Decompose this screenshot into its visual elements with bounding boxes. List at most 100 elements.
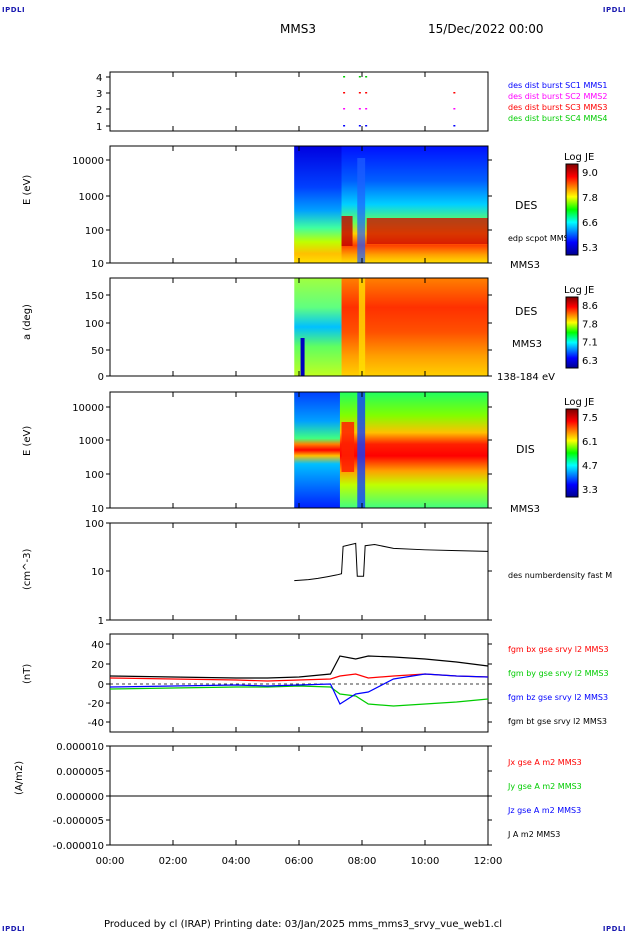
- burst-marker: [358, 76, 361, 78]
- burst-marker: [343, 125, 346, 127]
- density-ytick-label: 10: [91, 567, 104, 578]
- bfield-legend-entry: fgm by gse srvy l2 MMS3: [508, 669, 609, 678]
- des-pitch-colorbar-tick: 7.1: [582, 338, 598, 349]
- burst-legend-entry: des dist burst SC4 MMS4: [508, 114, 607, 123]
- burst-marker: [343, 76, 346, 78]
- dis-energy-ytick-label: 10: [91, 504, 104, 515]
- bfield-series-line: [109, 685, 489, 707]
- des-energy-hot-band: [341, 216, 353, 246]
- dis-energy-ytick-label: 100: [85, 470, 104, 481]
- current-legend-entry: J A m2 MMS3: [507, 830, 560, 839]
- des-energy-hot-band: [366, 218, 488, 244]
- dis-energy-dropout: [357, 392, 366, 508]
- dis-energy-label: DIS: [516, 443, 535, 456]
- des-pitch-colorbar-tick: 7.8: [582, 319, 598, 330]
- des-pitch-colorbar: [565, 296, 579, 369]
- density-series-line: [294, 542, 489, 582]
- burst-panel-frame: [109, 71, 489, 132]
- des-energy-dropout: [357, 158, 366, 263]
- density-ytick-label: 1: [98, 616, 104, 627]
- bfield-ytick-label: 20: [91, 660, 104, 671]
- current-ytick-label: -0.000010: [53, 841, 104, 852]
- dis-energy-colorbar-title: Log JE: [564, 397, 594, 408]
- des-pitch-ytick-label: 100: [85, 319, 104, 330]
- burst-marker: [453, 92, 456, 94]
- density-ytick-label: 100: [85, 519, 104, 530]
- current-legend-entry: Jx gse A m2 MMS3: [507, 758, 582, 767]
- burst-legend-entry: des dist burst SC1 MMS1: [508, 81, 607, 90]
- density-ylabel: (cm^-3): [22, 549, 33, 590]
- bfield-panel-frame: [109, 633, 489, 733]
- current-ytick-label: -0.000005: [53, 816, 104, 827]
- des-energy-ytick-label: 100: [85, 226, 104, 237]
- date-title: 15/Dec/2022 00:00: [428, 22, 544, 36]
- des-energy-ytick-label: 10000: [72, 156, 104, 167]
- density-legend-entry: des numberdensity fast M: [508, 571, 612, 580]
- burst-marker: [365, 76, 368, 78]
- corner-label-br: IPDLI: [602, 925, 626, 933]
- bfield-ytick-label: -40: [88, 718, 104, 729]
- burst-marker: [453, 108, 456, 110]
- bfield-ytick-label: -20: [88, 699, 104, 710]
- current-ytick-label: 0.000010: [56, 742, 104, 753]
- des-energy-colorbar-tick: 9.0: [582, 168, 598, 179]
- corner-label-tl: IPDLI: [2, 6, 26, 14]
- des-energy-label: DES: [515, 199, 537, 212]
- des-pitch-spectrogram-late: [341, 278, 488, 376]
- time-axis-tick-label: 06:00: [285, 856, 314, 867]
- des-pitch-bottom-label: 138-184 eV: [497, 372, 555, 383]
- burst-marker: [343, 92, 346, 94]
- des-pitch-sublabel: MMS3: [512, 339, 542, 350]
- dis-energy-ytick-label: 1000: [79, 436, 104, 447]
- time-axis-tick-label: 02:00: [159, 856, 188, 867]
- burst-marker: [358, 125, 361, 127]
- dis-energy-colorbar-tick: 3.3: [582, 485, 598, 496]
- dis-energy-ylabel: E (eV): [22, 426, 33, 456]
- burst-marker: [365, 125, 368, 127]
- des-energy-ytick-label: 1000: [79, 192, 104, 203]
- corner-label-tr: IPDLI: [602, 6, 626, 14]
- des-energy-sublabel: edp scpot MMS3: [508, 234, 574, 243]
- bfield-legend-entry: fgm bx gse srvy l2 MMS3: [508, 645, 609, 654]
- burst-marker: [358, 108, 361, 110]
- des-energy-colorbar-tick: 5.3: [582, 243, 598, 254]
- des-pitch-label: DES: [515, 305, 537, 318]
- des-energy-colorbar-title: Log JE: [564, 152, 594, 163]
- time-axis-tick-label: 08:00: [348, 856, 377, 867]
- des-pitch-stripe: [358, 278, 366, 376]
- density-panel-frame: [109, 522, 489, 621]
- dis-energy-colorbar-tick: 7.5: [582, 413, 598, 424]
- current-ylabel: (A/m2): [14, 761, 25, 795]
- dis-energy-spectrogram-early: [294, 392, 340, 508]
- des-energy-colorbar-tick: 7.8: [582, 193, 598, 204]
- bfield-ylabel: (nT): [22, 664, 33, 684]
- burst-marker: [365, 108, 368, 110]
- current-ytick-label: 0.000005: [56, 767, 104, 778]
- bfield-ytick-label: 40: [91, 640, 104, 651]
- des-pitch-ytick-label: 0: [98, 372, 104, 383]
- des-pitch-ylabel: a (deg): [22, 304, 33, 340]
- burst-marker: [358, 92, 361, 94]
- time-axis-tick-label: 12:00: [474, 856, 503, 867]
- dis-energy-colorbar-tick: 6.1: [582, 437, 598, 448]
- bfield-legend-entry: fgm bt gse srvy l2 MMS3: [508, 717, 607, 726]
- current-legend-entry: Jy gse A m2 MMS3: [507, 782, 582, 791]
- burst-ytick-label: 3: [96, 89, 102, 100]
- des-pitch-ytick-label: 50: [91, 346, 104, 357]
- burst-legend-entry: des dist burst SC2 MMS2: [508, 92, 607, 101]
- spacecraft-title: MMS3: [280, 22, 316, 36]
- time-axis-tick-label: 04:00: [222, 856, 251, 867]
- bfield-legend-entry: fgm bz gse srvy l2 MMS3: [508, 693, 608, 702]
- des-pitch-colorbar-tick: 8.6: [582, 301, 598, 312]
- des-energy-colorbar-tick: 6.6: [582, 218, 598, 229]
- des-energy-spectrogram-early: [294, 146, 342, 263]
- burst-ytick-label: 2: [96, 105, 102, 116]
- bfield-series-line: [109, 655, 489, 679]
- des-pitch-colorbar-title: Log JE: [564, 285, 594, 296]
- burst-marker: [453, 125, 456, 127]
- dis-energy-ytick-label: 10000: [72, 403, 104, 414]
- footer-credits: Produced by cl (IRAP) Printing date: 03/…: [104, 919, 503, 930]
- dis-energy-colorbar: [565, 408, 579, 498]
- burst-legend-entry: des dist burst SC3 MMS3: [508, 103, 607, 112]
